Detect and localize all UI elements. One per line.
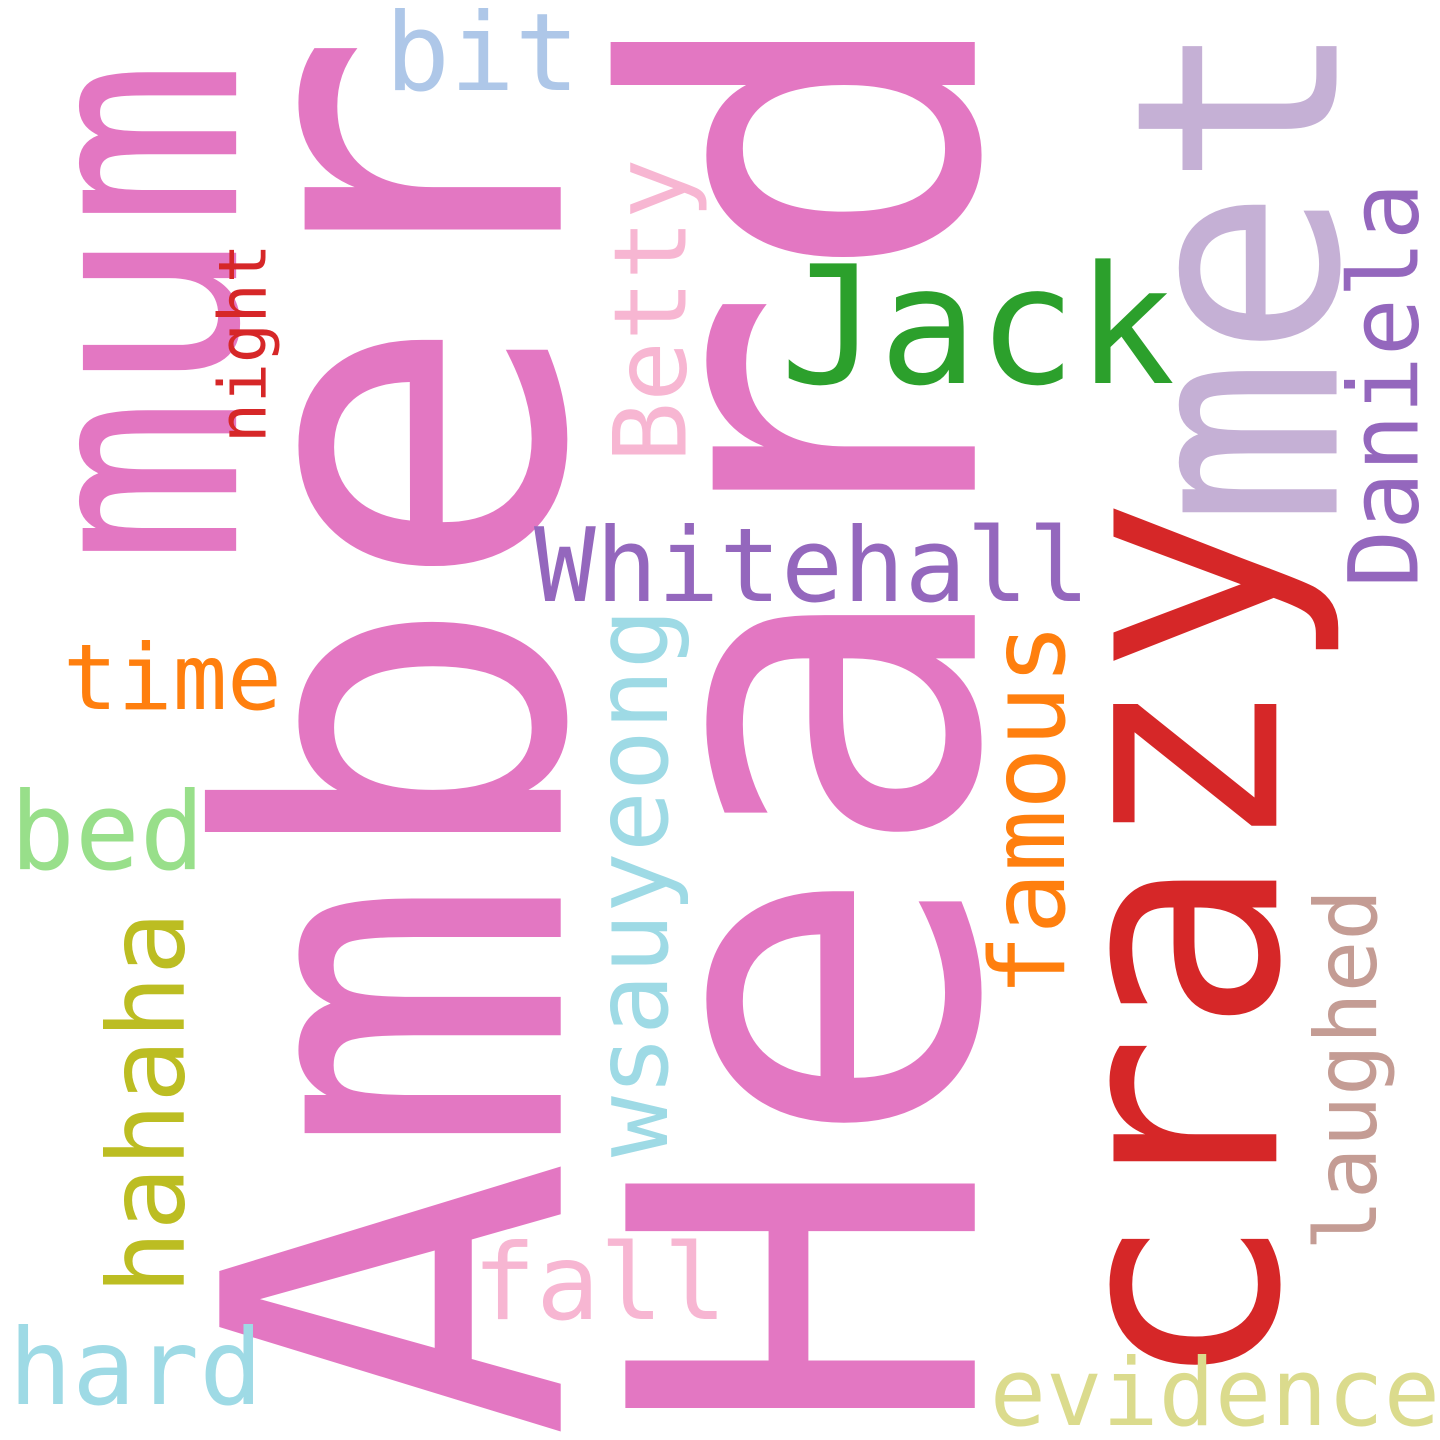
word-night: night <box>203 242 282 443</box>
word-hahaha: hahaha <box>86 910 210 1295</box>
word-time: time <box>63 625 282 731</box>
word-betty: Betty <box>591 157 710 463</box>
word-whitehall: Whitehall <box>534 506 1090 626</box>
word-bed: bed <box>10 769 205 895</box>
word-evidence: evidence <box>989 1338 1440 1440</box>
word-bit: bit <box>385 0 580 116</box>
word-hard: hard <box>8 1305 263 1429</box>
word-famous: famous <box>969 622 1090 997</box>
word-laughed: laughed <box>1296 888 1397 1251</box>
word-fall: fall <box>472 1220 727 1344</box>
word-jack: Jack <box>780 231 1176 422</box>
word-daniela: Daniela <box>1328 182 1440 588</box>
word-wsauyeong: wsauyeong <box>572 608 691 1158</box>
